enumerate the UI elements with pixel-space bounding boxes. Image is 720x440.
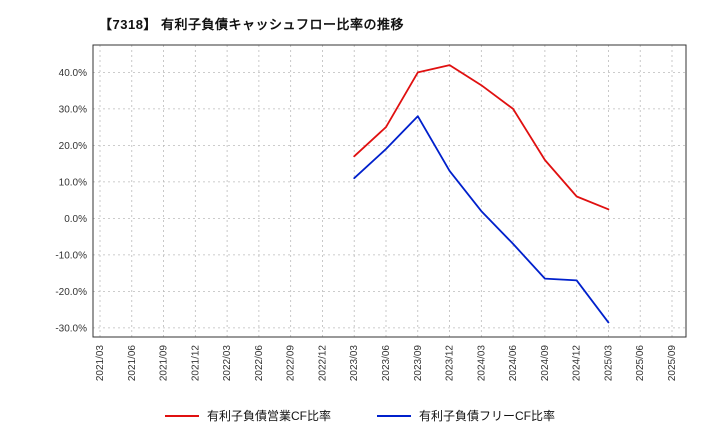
legend-entry-operating-cf: 有利子負債営業CF比率 [165,407,331,424]
x-tick-label: 2022/12 [317,345,328,382]
legend-label-free-cf: 有利子負債フリーCF比率 [419,409,555,423]
x-tick-label: 2023/09 [413,345,424,382]
x-tick-label: 2022/06 [254,345,265,382]
y-tick-label: 0.0% [64,214,87,225]
y-tick-label: 10.0% [59,177,87,188]
legend-entry-free-cf: 有利子負債フリーCF比率 [377,407,555,424]
y-tick-label: 40.0% [59,68,87,79]
x-tick-label: 2024/06 [508,345,519,382]
series-line-1 [353,115,610,324]
x-tick-label: 2022/09 [286,345,297,382]
legend-label-operating-cf: 有利子負債営業CF比率 [207,409,331,423]
x-tick-label: 2021/09 [159,345,170,382]
legend-line-blue-icon [377,414,411,417]
x-tick-label: 2023/03 [349,345,360,382]
y-tick-label: 30.0% [59,104,87,115]
x-tick-label: 2023/12 [445,345,456,382]
series-line-0 [353,64,610,211]
legend-line-red-icon [165,414,199,417]
x-tick-label: 2021/06 [127,345,138,382]
x-tick-label: 2021/12 [190,345,201,382]
x-tick-label: 2025/09 [667,345,678,382]
y-tick-label: 20.0% [59,141,87,152]
x-tick-label: 2024/12 [572,345,583,382]
chart-title: 【7318】 有利子負債キャッシュフロー比率の推移 [99,17,405,32]
x-tick-label: 2024/03 [476,345,487,382]
y-tick-label: -30.0% [55,323,87,334]
x-tick-label: 2021/03 [95,345,106,382]
x-tick-label: 2025/03 [603,345,614,382]
x-tick-label: 2022/03 [222,345,233,382]
y-tick-label: -20.0% [55,287,87,298]
plot-border [92,44,687,338]
y-tick-label: -10.0% [55,250,87,261]
chart-legend: 有利子負債営業CF比率 有利子負債フリーCF比率 [0,407,720,424]
x-tick-label: 2024/09 [540,345,551,382]
x-tick-label: 2023/06 [381,345,392,382]
x-tick-label: 2025/06 [635,345,646,382]
